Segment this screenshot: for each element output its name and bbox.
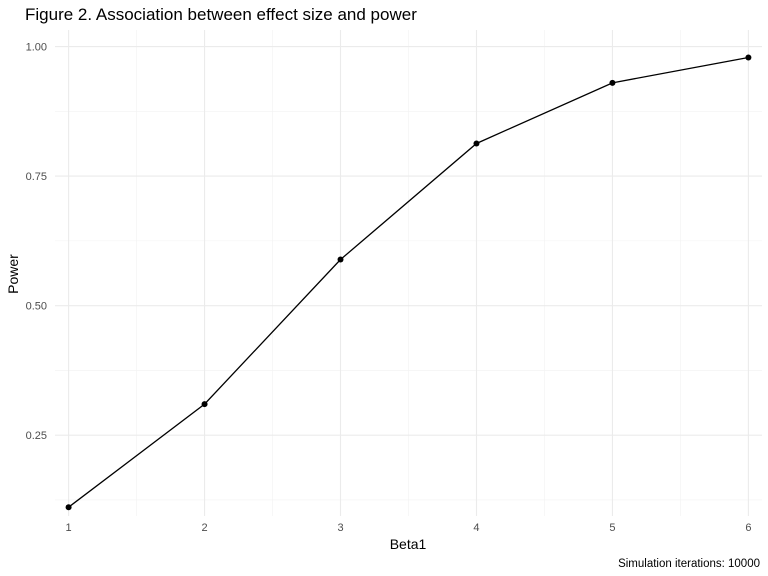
y-tick-label: 1.00: [26, 42, 47, 54]
major-gridlines: [55, 30, 762, 516]
y-axis-ticks: 0.25 0.50 0.75 1.00: [26, 42, 47, 443]
minor-gridlines: [55, 30, 762, 516]
x-tick-label: 2: [201, 522, 207, 534]
data-point: [65, 504, 72, 511]
data-point: [745, 54, 752, 61]
power-series: [65, 54, 752, 511]
y-axis-title: Power: [5, 254, 21, 294]
series-line: [68, 56, 749, 508]
data-point: [609, 79, 616, 86]
x-tick-label: 6: [745, 522, 751, 534]
x-tick-label: 5: [609, 522, 615, 534]
x-axis-title: Beta1: [390, 536, 427, 552]
x-tick-label: 3: [337, 522, 343, 534]
x-tick-label: 1: [66, 522, 72, 534]
y-tick-label: 0.25: [26, 430, 47, 442]
data-point: [473, 140, 480, 147]
y-tick-label: 0.50: [26, 301, 47, 313]
y-tick-label: 0.75: [26, 171, 47, 183]
chart-title: Figure 2. Association between effect siz…: [25, 5, 417, 24]
data-point: [201, 401, 208, 408]
x-tick-label: 4: [473, 522, 479, 534]
chart-caption: Simulation iterations: 10000: [618, 558, 760, 570]
data-point: [337, 256, 344, 263]
x-axis-ticks: 1 2 3 4 5 6: [66, 522, 752, 534]
